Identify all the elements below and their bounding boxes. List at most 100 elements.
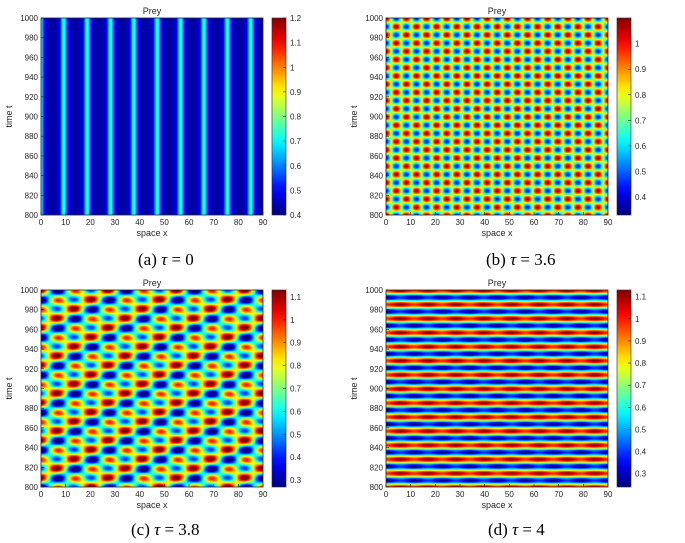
caption-value: = 3.6 bbox=[516, 250, 556, 269]
x-tick-label: 0 bbox=[39, 490, 44, 499]
caption-symbol: τ bbox=[161, 250, 168, 269]
y-tick-label: 920 bbox=[370, 93, 384, 102]
y-tick-label: 880 bbox=[370, 404, 384, 413]
colorbar-tick-label: 0.6 bbox=[290, 407, 302, 416]
y-tick-label: 980 bbox=[25, 34, 39, 43]
x-tick-label: 70 bbox=[209, 218, 218, 227]
y-tick-label: 980 bbox=[370, 34, 384, 43]
caption-label: (d) bbox=[488, 520, 508, 539]
x-tick-label: 90 bbox=[604, 490, 613, 499]
colorbar-tick-label: 0.7 bbox=[290, 385, 302, 394]
y-tick-label: 860 bbox=[25, 424, 39, 433]
colorbar-tick-label: 0.5 bbox=[635, 425, 647, 434]
caption-value: = 4 bbox=[518, 520, 545, 539]
colorbar-tick-label: 0.4 bbox=[635, 448, 647, 457]
colorbar-tick-label: 0.9 bbox=[635, 337, 647, 346]
y-tick-label: 840 bbox=[25, 172, 39, 181]
y-tick-label: 900 bbox=[370, 113, 384, 122]
x-axis-label: space x bbox=[481, 500, 513, 510]
x-tick-label: 50 bbox=[505, 218, 514, 227]
x-tick-label: 50 bbox=[160, 490, 169, 499]
x-tick-label: 90 bbox=[604, 218, 613, 227]
x-tick-label: 10 bbox=[406, 218, 415, 227]
caption-symbol: τ bbox=[510, 250, 517, 269]
x-tick-label: 90 bbox=[259, 218, 268, 227]
caption-b: (b) τ = 3.6 bbox=[486, 250, 556, 270]
x-tick-label: 40 bbox=[135, 490, 144, 499]
prey-heatmap-chart: Prey 0 10 20 30 40 50 60 70 80 90 space x 800 820 840 8… bbox=[4, 6, 302, 238]
x-tick-label: 60 bbox=[185, 490, 194, 499]
colorbar-tick-label: 0.4 bbox=[635, 193, 647, 202]
x-tick-label: 70 bbox=[554, 218, 563, 227]
x-tick-label: 40 bbox=[480, 218, 489, 227]
x-tick-label: 0 bbox=[384, 218, 389, 227]
y-tick-label: 800 bbox=[25, 211, 39, 220]
caption-a: (a) τ = 0 bbox=[138, 250, 194, 270]
colorbar-tick-label: 1.2 bbox=[290, 14, 302, 23]
y-tick-label: 960 bbox=[370, 325, 384, 334]
y-tick-label: 800 bbox=[370, 483, 384, 492]
colorbar-tick-label: 0.7 bbox=[635, 116, 647, 125]
y-tick-label: 840 bbox=[370, 172, 384, 181]
colorbar bbox=[616, 17, 632, 216]
y-tick-label: 880 bbox=[25, 404, 39, 413]
y-tick-label: 840 bbox=[370, 444, 384, 453]
y-tick-label: 960 bbox=[25, 53, 39, 62]
colorbar-tick-label: 0.3 bbox=[290, 476, 302, 485]
colorbar-tick-label: 0.5 bbox=[635, 168, 647, 177]
colorbar-tick-label: 0.7 bbox=[635, 381, 647, 390]
colorbar-tick-label: 0.8 bbox=[290, 362, 302, 371]
chart-title: Prey bbox=[488, 6, 507, 16]
prey-panel-a: Prey 0 10 20 30 40 50 60 70 80 90 space x 800 820 840 8… bbox=[0, 0, 340, 270]
x-tick-label: 20 bbox=[86, 490, 95, 499]
chart-title: Prey bbox=[488, 278, 507, 288]
colorbar-tick-label: 1.1 bbox=[635, 293, 647, 302]
x-tick-label: 20 bbox=[431, 490, 440, 499]
y-tick-label: 920 bbox=[370, 365, 384, 374]
x-tick-label: 0 bbox=[39, 218, 44, 227]
x-tick-label: 70 bbox=[209, 490, 218, 499]
chart-title: Prey bbox=[143, 6, 162, 16]
colorbar-tick-label: 0.9 bbox=[635, 65, 647, 74]
prey-panel-b: Prey 0 10 20 30 40 50 60 70 80 90 space x 800 820 840 8… bbox=[345, 0, 685, 270]
caption-symbol: τ bbox=[154, 520, 161, 539]
y-tick-label: 900 bbox=[25, 385, 39, 394]
y-tick-label: 820 bbox=[370, 191, 384, 200]
colorbar-tick-label: 0.4 bbox=[290, 453, 302, 462]
chart-title: Prey bbox=[143, 278, 162, 288]
heatmap-field bbox=[41, 290, 263, 487]
caption-symbol: τ bbox=[512, 520, 519, 539]
y-tick-label: 900 bbox=[370, 385, 384, 394]
y-tick-label: 860 bbox=[25, 152, 39, 161]
y-tick-label: 860 bbox=[370, 152, 384, 161]
y-tick-label: 940 bbox=[370, 73, 384, 82]
y-tick-label: 940 bbox=[25, 73, 39, 82]
x-tick-label: 10 bbox=[61, 490, 70, 499]
prey-panel-c: Prey 0 10 20 30 40 50 60 70 80 90 space x 800 820 840 8… bbox=[0, 272, 340, 542]
y-tick-label: 1000 bbox=[365, 286, 383, 295]
colorbar-tick-label: 1 bbox=[290, 63, 295, 72]
colorbar bbox=[616, 289, 632, 488]
colorbar-tick-label: 0.9 bbox=[290, 339, 302, 348]
caption-label: (c) bbox=[131, 520, 150, 539]
x-tick-label: 20 bbox=[86, 218, 95, 227]
x-tick-label: 60 bbox=[185, 218, 194, 227]
prey-panel-d: Prey 0 10 20 30 40 50 60 70 80 90 space x 800 820 840 8… bbox=[345, 272, 685, 542]
colorbar-tick-label: 0.5 bbox=[290, 430, 302, 439]
caption-c: (c) τ = 3.8 bbox=[131, 520, 200, 540]
caption-d: (d) τ = 4 bbox=[488, 520, 545, 540]
x-tick-label: 80 bbox=[234, 218, 243, 227]
x-tick-label: 10 bbox=[406, 490, 415, 499]
colorbar-tick-label: 0.7 bbox=[290, 137, 302, 146]
y-tick-label: 1000 bbox=[365, 14, 383, 23]
x-axis-label: space x bbox=[481, 228, 513, 238]
heatmap-field bbox=[41, 18, 263, 215]
colorbar-tick-label: 1 bbox=[635, 315, 640, 324]
y-tick-label: 980 bbox=[25, 306, 39, 315]
colorbar-tick-label: 0.8 bbox=[635, 359, 647, 368]
y-tick-label: 820 bbox=[370, 463, 384, 472]
x-tick-label: 70 bbox=[554, 490, 563, 499]
colorbar-tick-label: 0.5 bbox=[290, 186, 302, 195]
colorbar-tick-label: 0.3 bbox=[635, 470, 647, 479]
colorbar-tick-label: 0.9 bbox=[290, 88, 302, 97]
